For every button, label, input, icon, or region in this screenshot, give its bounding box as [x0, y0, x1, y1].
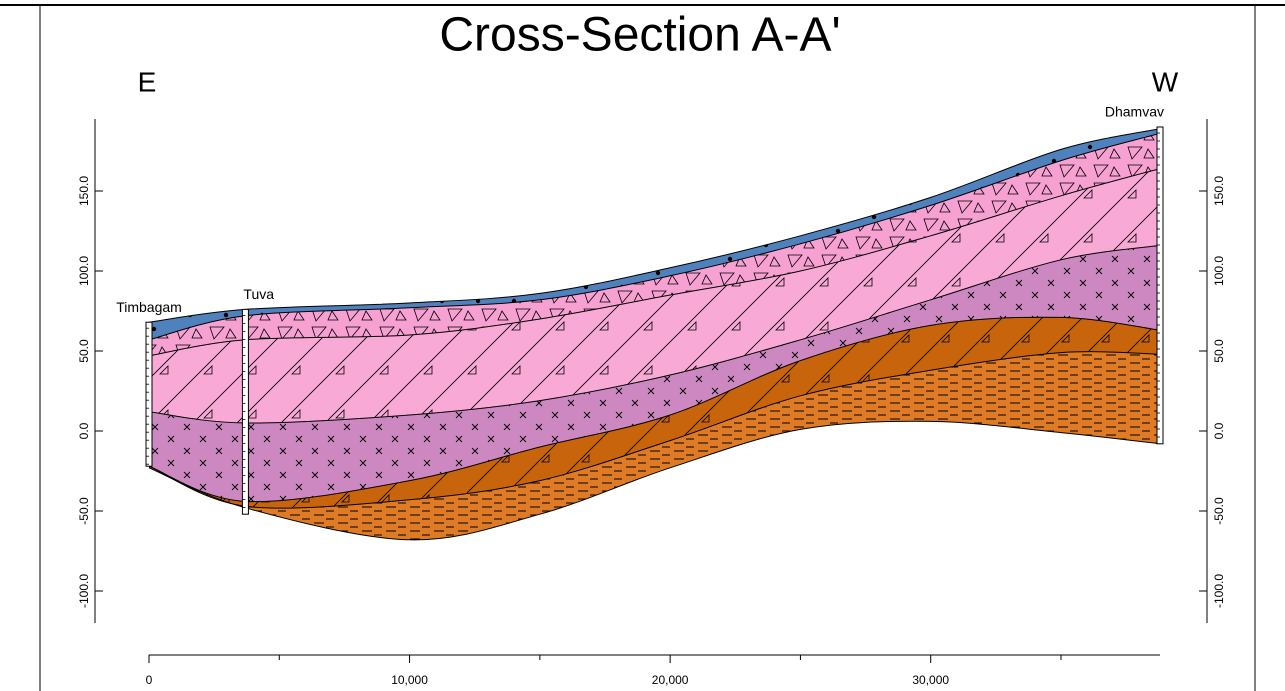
x-tick-label: 30,000 [912, 673, 949, 687]
y-tick-label: 100.0 [1212, 256, 1226, 286]
y-tick-label: 150.0 [1212, 176, 1226, 206]
borehole-label: Dhamvav [1105, 104, 1164, 120]
y-tick-label: 50.0 [77, 339, 91, 363]
y-tick-label: -50.0 [1212, 497, 1226, 525]
chart-title: Cross-Section A-A' [439, 9, 840, 62]
x-tick-label: 0 [146, 673, 153, 687]
borehole-label: Timbagam [116, 299, 182, 315]
y-tick-label: 50.0 [1212, 339, 1226, 363]
x-tick-label: 20,000 [652, 673, 689, 687]
direction-label: W [1152, 66, 1179, 97]
y-tick-label: -100.0 [1212, 574, 1226, 608]
y-tick-label: -50.0 [77, 497, 91, 525]
x-tick-label: 10,000 [391, 673, 428, 687]
direction-label: E [138, 66, 157, 97]
y-tick-label: 0.0 [1212, 422, 1226, 439]
chart: Cross-Section A-A' E W Timbagam Tuva Dhamv… [0, 0, 1285, 691]
borehole-label: Tuva [243, 286, 274, 302]
y-tick-label: 0.0 [77, 422, 91, 439]
y-tick-label: 100.0 [77, 256, 91, 286]
y-tick-label: 150.0 [77, 176, 91, 206]
y-tick-label: -100.0 [77, 574, 91, 608]
